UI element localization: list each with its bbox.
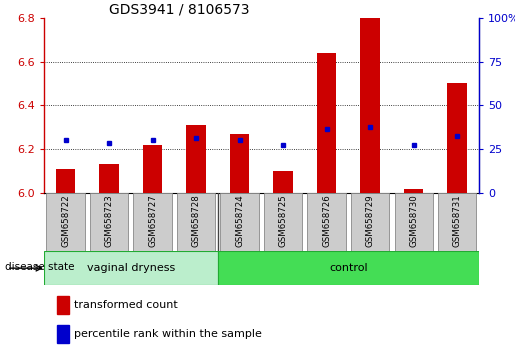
Bar xyxy=(448,84,467,193)
Bar xyxy=(57,296,69,314)
Bar xyxy=(230,134,249,193)
Text: disease state: disease state xyxy=(5,262,75,272)
FancyBboxPatch shape xyxy=(264,193,302,251)
FancyBboxPatch shape xyxy=(46,193,84,251)
Text: GSM658731: GSM658731 xyxy=(453,195,461,247)
FancyBboxPatch shape xyxy=(133,193,171,251)
Text: GSM658727: GSM658727 xyxy=(148,195,157,247)
Bar xyxy=(99,165,119,193)
Bar xyxy=(273,171,293,193)
FancyBboxPatch shape xyxy=(307,193,346,251)
Text: GSM658726: GSM658726 xyxy=(322,195,331,247)
Bar xyxy=(360,18,380,193)
Text: transformed count: transformed count xyxy=(74,299,178,310)
FancyBboxPatch shape xyxy=(394,193,433,251)
Text: GSM658730: GSM658730 xyxy=(409,195,418,247)
Bar xyxy=(56,169,75,193)
Bar xyxy=(143,145,162,193)
Bar xyxy=(186,125,206,193)
Text: GSM658724: GSM658724 xyxy=(235,195,244,247)
Text: GSM658728: GSM658728 xyxy=(192,195,200,247)
Bar xyxy=(57,325,69,343)
FancyBboxPatch shape xyxy=(44,251,218,285)
Text: GSM658729: GSM658729 xyxy=(366,195,374,247)
Text: GSM658722: GSM658722 xyxy=(61,195,70,247)
FancyBboxPatch shape xyxy=(438,193,476,251)
Bar xyxy=(317,53,336,193)
FancyBboxPatch shape xyxy=(351,193,389,251)
Bar xyxy=(404,189,423,193)
Text: percentile rank within the sample: percentile rank within the sample xyxy=(74,329,262,339)
Text: control: control xyxy=(329,263,368,273)
Text: GSM658723: GSM658723 xyxy=(105,195,113,247)
Text: GSM658725: GSM658725 xyxy=(279,195,287,247)
Text: GDS3941 / 8106573: GDS3941 / 8106573 xyxy=(109,2,250,17)
FancyBboxPatch shape xyxy=(177,193,215,251)
FancyBboxPatch shape xyxy=(220,193,259,251)
Text: vaginal dryness: vaginal dryness xyxy=(87,263,175,273)
FancyBboxPatch shape xyxy=(90,193,128,251)
FancyBboxPatch shape xyxy=(218,251,479,285)
